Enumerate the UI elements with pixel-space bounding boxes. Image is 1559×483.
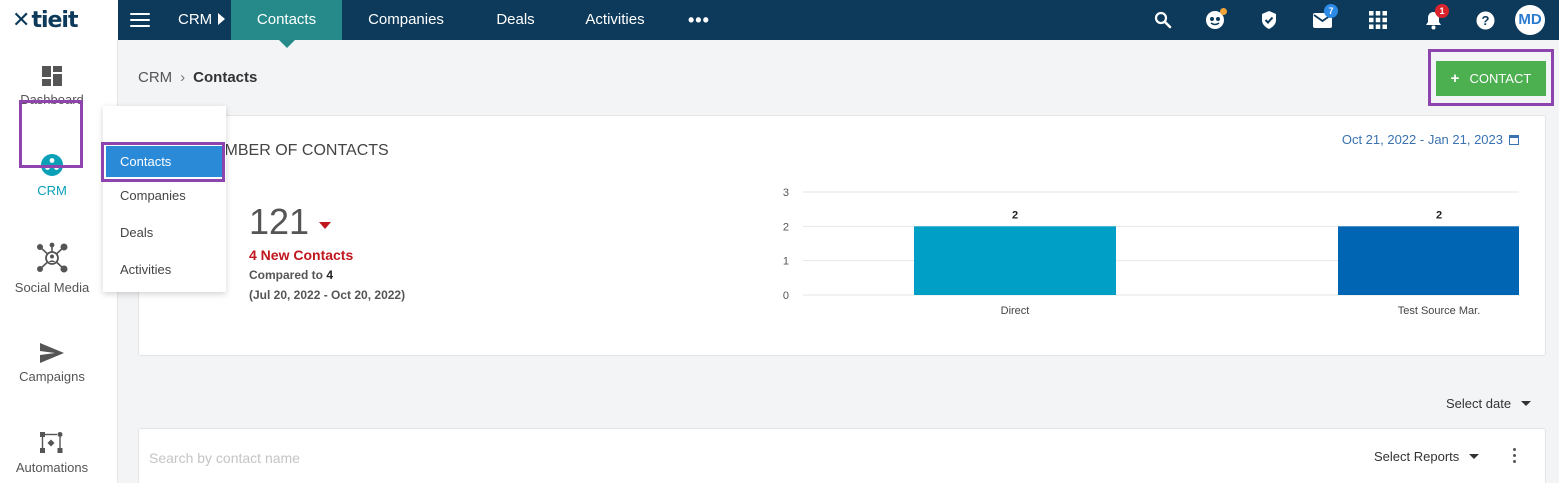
breadcrumb-crm-link[interactable]: CRM	[138, 69, 173, 86]
tab-deals[interactable]: Deals	[496, 11, 535, 28]
submenu-item-contacts[interactable]: Contacts	[106, 146, 223, 177]
data-label: 2	[1012, 209, 1018, 221]
apps-grid-icon[interactable]	[1368, 10, 1388, 30]
y-tick-label: 3	[783, 187, 789, 199]
contacts-list-card: Select Reports	[138, 428, 1546, 483]
submenu-item-companies[interactable]: Companies	[120, 188, 186, 203]
social-network-icon	[37, 242, 68, 273]
card-title: UMBER OF CONTACTS	[213, 142, 389, 159]
add-contact-highlight-box: + CONTACT	[1428, 49, 1554, 106]
total-contacts: 121	[249, 201, 332, 243]
automation-icon	[40, 432, 63, 453]
dashboard-icon	[42, 66, 62, 86]
select-date-label: Select date	[1446, 396, 1512, 411]
search-input[interactable]	[149, 447, 549, 469]
sidebar-item-dashboard[interactable]: Dashboard	[0, 66, 104, 107]
svg-text:?: ?	[1481, 13, 1489, 28]
select-reports-label: Select Reports	[1374, 449, 1460, 464]
contacts-summary-card: UMBER OF CONTACTS Oct 21, 2022 - Jan 21,…	[138, 115, 1559, 356]
date-range-picker[interactable]: Oct 21, 2022 - Jan 21, 2023	[1342, 132, 1519, 147]
add-contact-label: CONTACT	[1469, 71, 1532, 86]
notification-dot	[1220, 8, 1227, 15]
search-icon[interactable]	[1153, 10, 1173, 30]
bar	[1338, 226, 1540, 295]
calendar-icon	[1509, 134, 1519, 145]
total-contacts-value: 121	[249, 201, 310, 242]
user-avatar[interactable]: MD	[1515, 5, 1545, 35]
compared-value: 4	[326, 268, 334, 282]
date-range-text: Oct 21, 2022 - Jan 21, 2023	[1341, 132, 1503, 147]
sidebar-item-social-media[interactable]: Social Media	[0, 242, 104, 295]
shield-icon[interactable]	[1259, 10, 1279, 30]
y-tick-label: 2	[783, 221, 789, 233]
x-tick-label: Direct	[1001, 305, 1030, 317]
bar	[914, 226, 1116, 295]
sidebar-item-campaigns[interactable]: Campaigns	[0, 343, 104, 384]
sidebar-item-label: Dashboard	[20, 92, 84, 107]
submenu-item-activities[interactable]: Activities	[120, 262, 172, 277]
select-reports-dropdown[interactable]: Select Reports	[1374, 449, 1480, 464]
select-date-dropdown[interactable]: Select date	[1446, 396, 1532, 411]
crm-module-label: CRM	[178, 11, 213, 28]
plus-icon: +	[1450, 70, 1460, 87]
more-options-icon[interactable]	[1511, 448, 1517, 466]
top-navigation-bar: ✕ tieit CRM Contacts Companies Deals Act…	[0, 0, 1559, 48]
breadcrumb-separator: ›	[180, 69, 186, 86]
sidebar-item-automations[interactable]: Automations	[0, 432, 104, 475]
breadcrumb-current: Contacts	[193, 69, 258, 86]
bell-icon[interactable]: 1	[1423, 4, 1449, 30]
notification-count-badge: 1	[1435, 4, 1449, 18]
mail-icon[interactable]: 7	[1312, 4, 1338, 30]
contacts-by-source-chart: 0 1 2 3 2 Direct 2 Test Source Mar.	[639, 178, 1559, 328]
tab-activities[interactable]: Activities	[585, 11, 645, 28]
tab-contacts[interactable]: Contacts	[231, 0, 342, 48]
send-icon	[40, 343, 64, 363]
logo[interactable]: ✕ tieit	[0, 0, 118, 40]
crm-submenu: Contacts Companies Deals Activities	[103, 106, 226, 292]
y-tick-label: 0	[783, 290, 789, 302]
trend-down-icon	[319, 221, 332, 229]
sidebar-item-label: CRM	[37, 183, 67, 198]
tab-companies[interactable]: Companies	[368, 11, 444, 28]
y-tick-label: 1	[783, 256, 789, 268]
help-icon[interactable]: ?	[1475, 10, 1495, 30]
mail-count-badge: 7	[1324, 4, 1338, 18]
crm-module-menu[interactable]: CRM	[178, 0, 226, 40]
compared-label: Compared to	[249, 268, 324, 282]
bot-icon[interactable]	[1205, 8, 1227, 30]
logo-text: tieit	[31, 7, 78, 33]
chevron-down-icon	[1521, 401, 1532, 406]
sidebar-item-label: Automations	[15, 460, 89, 475]
chevron-down-icon	[1469, 454, 1480, 459]
breadcrumb: CRM › Contacts	[138, 69, 257, 86]
menu-toggle-icon[interactable]	[130, 10, 150, 30]
x-tick-label: Test Source Mar.	[1398, 305, 1481, 317]
data-label: 2	[1436, 209, 1442, 221]
logo-mark-icon: ✕	[12, 7, 31, 32]
add-contact-button[interactable]: + CONTACT	[1436, 61, 1546, 96]
caret-right-icon	[218, 13, 226, 25]
sidebar-item-label: Campaigns	[19, 369, 85, 384]
new-contacts-text: 4 New Contacts	[249, 247, 354, 263]
sidebar-item-label: Social Media	[14, 280, 90, 295]
compared-text: Compared to 4	[249, 268, 333, 282]
more-menu-icon[interactable]: •••	[688, 10, 710, 30]
chart-svg: 0 1 2 3 2 Direct 2 Test Source Mar.	[783, 187, 1559, 317]
submenu-item-deals[interactable]: Deals	[120, 225, 154, 240]
previous-range-text: (Jul 20, 2022 - Oct 20, 2022)	[249, 288, 406, 302]
crm-highlight-box	[19, 100, 83, 168]
